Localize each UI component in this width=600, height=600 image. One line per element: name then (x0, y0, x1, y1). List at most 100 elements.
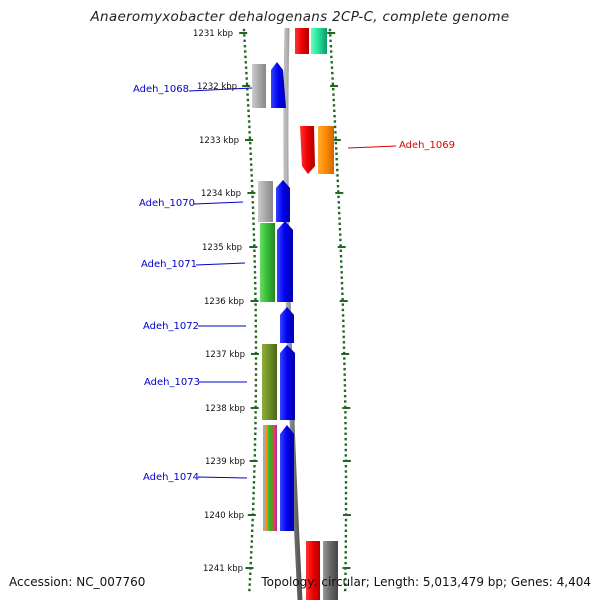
ruler-tick-labels: 1231 kbp 1232 kbp 1233 kbp 1234 kbp 1235… (193, 29, 245, 574)
right-ruler-dot (341, 314, 345, 317)
left-ruler-dot (249, 147, 252, 150)
right-ruler-dot (344, 486, 348, 489)
right-ruler-dot (339, 255, 343, 258)
left-ruler-dot (244, 66, 248, 69)
right-ruler-dot (344, 400, 347, 403)
right-ruler-dot (340, 276, 343, 279)
right-ruler-dot (342, 325, 345, 328)
right-ruler-dot (344, 545, 347, 549)
right-ruler-dot (343, 389, 347, 392)
left-ruler-dot (243, 45, 247, 48)
right-ruler-dot (343, 362, 346, 365)
right-ruler-dot (344, 491, 348, 495)
right-ruler-dot (334, 136, 337, 139)
right-ruler-dot (344, 465, 348, 468)
left-ruler-dot (247, 109, 250, 112)
right-ruler-dot (342, 330, 345, 333)
accession-text: Accession: NC_007760 (9, 575, 146, 589)
left-ruler-dot (248, 131, 251, 134)
gene-label-adeh-1069[interactable]: Adeh_1069 (399, 140, 455, 151)
gene-cog-teal (311, 28, 327, 54)
right-ruler-dot (344, 432, 347, 435)
tick-label: 1235 kbp (202, 243, 242, 253)
left-ruler-dot (254, 384, 258, 387)
genome-title: Anaeromyxobacter dehalogenans 2CP-C, com… (90, 9, 510, 25)
left-ruler-dot (254, 416, 257, 419)
right-ruler-dot (332, 93, 335, 96)
left-ruler-dot (250, 174, 253, 177)
right-ruler-dot (344, 518, 348, 522)
right-ruler-dot (340, 271, 343, 274)
tick-label: 1234 kbp (201, 189, 241, 199)
gene-forward-strand (277, 221, 293, 302)
left-ruler-dot (248, 583, 251, 586)
gene-cog-dark-gray (323, 541, 338, 600)
left-ruler-dot (247, 120, 251, 123)
right-ruler-dot (332, 104, 336, 107)
right-ruler-dot (344, 497, 348, 500)
left-ruler-dot (248, 125, 251, 129)
gene-label-adeh-1071[interactable]: Adeh_1071 (141, 259, 197, 270)
gene-label-adeh-1073[interactable]: Adeh_1073 (144, 377, 200, 388)
left-ruler-dot (243, 39, 246, 42)
right-ruler-dot (344, 421, 347, 425)
right-ruler-dot (337, 195, 340, 199)
right-ruler-dot (335, 158, 338, 161)
left-ruler-dot (244, 55, 247, 59)
left-ruler-dot (247, 104, 250, 107)
right-ruler-dot (344, 572, 347, 575)
right-ruler-dot (344, 448, 347, 452)
left-ruler-dot (249, 141, 252, 145)
left-ruler-dot (254, 287, 257, 290)
left-ruler-dot (254, 405, 257, 409)
right-ruler-dot (339, 244, 342, 247)
left-ruler-dot (254, 330, 258, 333)
gene-label-adeh-1072[interactable]: Adeh_1072 (143, 321, 199, 332)
tick-label: 1233 kbp (199, 136, 239, 146)
right-ruler-dot (341, 287, 344, 290)
gene-labels: Adeh_1068 Adeh_1069 Adeh_1070 Adeh_1071 … (133, 84, 455, 483)
right-ruler-dot (340, 281, 344, 285)
right-ruler-dot (344, 556, 347, 559)
left-ruler-dot (243, 34, 246, 37)
left-ruler-dot (250, 535, 254, 538)
gene-cog-olive (262, 344, 277, 420)
left-ruler-dot (251, 529, 254, 532)
right-ruler-dot (332, 98, 335, 102)
left-ruler-dot (254, 303, 257, 306)
right-ruler-dot (339, 249, 342, 252)
right-ruler-dot (344, 470, 348, 473)
right-ruler-dot (341, 292, 344, 295)
left-ruler-dot (246, 88, 249, 91)
left-ruler-dot (254, 314, 257, 317)
gene-reverse-strand (295, 28, 309, 54)
right-ruler-dot (344, 411, 347, 414)
right-ruler-dot (344, 475, 348, 479)
gene-label-adeh-1070[interactable]: Adeh_1070 (139, 198, 195, 209)
right-ruler-dot (338, 228, 342, 231)
right-ruler-dot (344, 508, 348, 511)
right-ruler-dot (340, 260, 343, 263)
leader-line-adeh-1074 (197, 476, 248, 479)
gene-forward-strand (276, 180, 290, 222)
left-ruler-dot (254, 341, 258, 344)
gene-label-adeh-1074[interactable]: Adeh_1074 (143, 472, 199, 483)
right-ruler-dot (329, 34, 332, 37)
right-ruler-dot (341, 303, 344, 306)
left-ruler-dot (245, 71, 248, 75)
left-ruler-dot (252, 497, 255, 500)
left-ruler-dot (254, 292, 257, 295)
right-ruler-dot (344, 405, 347, 409)
right-ruler-dot (343, 395, 347, 398)
right-ruler-dot (334, 131, 337, 134)
gene-reverse-strand (300, 126, 315, 174)
left-ruler-dot (249, 561, 252, 565)
left-ruler-dot (254, 421, 257, 425)
right-ruler-dot (343, 357, 346, 360)
gene-cog-green (260, 223, 275, 302)
gene-label-adeh-1068[interactable]: Adeh_1068 (133, 84, 189, 95)
right-ruler-dot (332, 88, 335, 91)
left-ruler-dot (253, 271, 257, 274)
right-ruler-dot (344, 540, 347, 543)
tick-label: 1239 kbp (205, 457, 245, 467)
